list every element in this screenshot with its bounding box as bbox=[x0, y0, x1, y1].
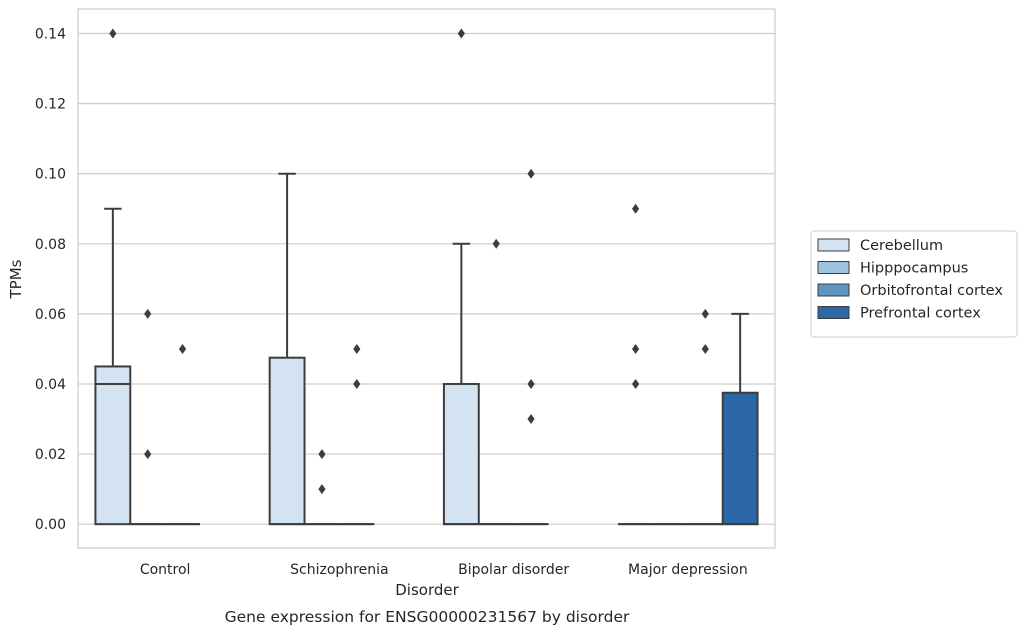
y-tick-label: 0.04 bbox=[35, 377, 66, 393]
y-tick-label: 0.12 bbox=[35, 97, 66, 113]
outlier-point bbox=[632, 203, 640, 214]
x-tick-label: Schizophrenia bbox=[290, 562, 388, 578]
outlier-point bbox=[527, 414, 535, 425]
x-tick-label: Major depression bbox=[628, 562, 748, 578]
outlier-point bbox=[632, 343, 640, 354]
outlier-point bbox=[144, 449, 152, 460]
box-1-0 bbox=[130, 308, 166, 526]
legend-swatch bbox=[817, 283, 850, 297]
box-body bbox=[94, 365, 132, 526]
outlier-point bbox=[109, 28, 117, 39]
chart-caption: Gene expression for ENSG00000231567 by d… bbox=[225, 608, 630, 626]
x-tick-label: Bipolar disorder bbox=[458, 562, 569, 578]
y-axis-label: TPMs bbox=[7, 259, 25, 299]
outlier-point bbox=[527, 378, 535, 389]
box-body bbox=[721, 391, 759, 526]
box-2-2 bbox=[513, 168, 549, 526]
x-axis-label: Disorder bbox=[395, 581, 459, 599]
box-1-2 bbox=[478, 238, 514, 526]
legend-swatch bbox=[817, 306, 850, 319]
plot-frame bbox=[77, 8, 776, 549]
box-body bbox=[442, 382, 480, 526]
legend-label: Cerebellum bbox=[860, 238, 943, 254]
y-tick-labels: 0.00 0.02 0.04 0.06 0.08 0.10 0.12 0.14 bbox=[35, 27, 66, 534]
outlier-point bbox=[318, 449, 326, 460]
x-tick-labels: Control Schizophrenia Bipolar disorder Majo… bbox=[140, 562, 748, 578]
legend-label: Orbitofrontal cortex bbox=[860, 283, 1003, 299]
box-0-3 bbox=[618, 203, 654, 526]
outlier-point bbox=[457, 28, 465, 39]
legend: Cerebellum Hipppocampus Orbitofrontal cort… bbox=[810, 230, 1018, 338]
y-tick-label: 0.00 bbox=[35, 517, 66, 533]
legend-frame bbox=[810, 230, 1018, 338]
box-2-0 bbox=[165, 343, 200, 526]
outlier-point bbox=[144, 308, 152, 319]
y-tick-label: 0.10 bbox=[35, 167, 66, 183]
outlier-point bbox=[178, 343, 187, 354]
box-2-3 bbox=[687, 308, 723, 526]
outlier-point bbox=[701, 308, 709, 319]
box-0-1 bbox=[268, 172, 306, 526]
box-marks bbox=[94, 28, 759, 526]
box-0-2 bbox=[442, 28, 480, 526]
box-1-1 bbox=[304, 449, 340, 526]
outlier-point bbox=[492, 238, 500, 249]
box-2-1 bbox=[339, 343, 375, 526]
legend-label: Hipppocampus bbox=[860, 261, 968, 277]
outlier-point bbox=[318, 484, 326, 495]
x-tick-label: Control bbox=[140, 562, 191, 578]
box-3-3 bbox=[721, 312, 759, 526]
y-tick-label: 0.06 bbox=[35, 307, 66, 323]
box-0-0 bbox=[94, 28, 132, 526]
outlier-point bbox=[701, 343, 709, 354]
outlier-point bbox=[527, 168, 535, 179]
y-tick-label: 0.02 bbox=[35, 447, 66, 463]
outlier-point bbox=[632, 378, 640, 389]
y-tick-label: 0.08 bbox=[35, 237, 66, 253]
legend-swatch bbox=[817, 261, 850, 274]
legend-label: Prefrontal cortex bbox=[860, 306, 981, 322]
y-tick-label: 0.14 bbox=[35, 27, 66, 43]
legend-swatch bbox=[817, 238, 850, 252]
outlier-point bbox=[353, 378, 361, 389]
box-body bbox=[268, 356, 306, 526]
grid-lines bbox=[78, 32, 775, 525]
outlier-point bbox=[353, 343, 361, 354]
